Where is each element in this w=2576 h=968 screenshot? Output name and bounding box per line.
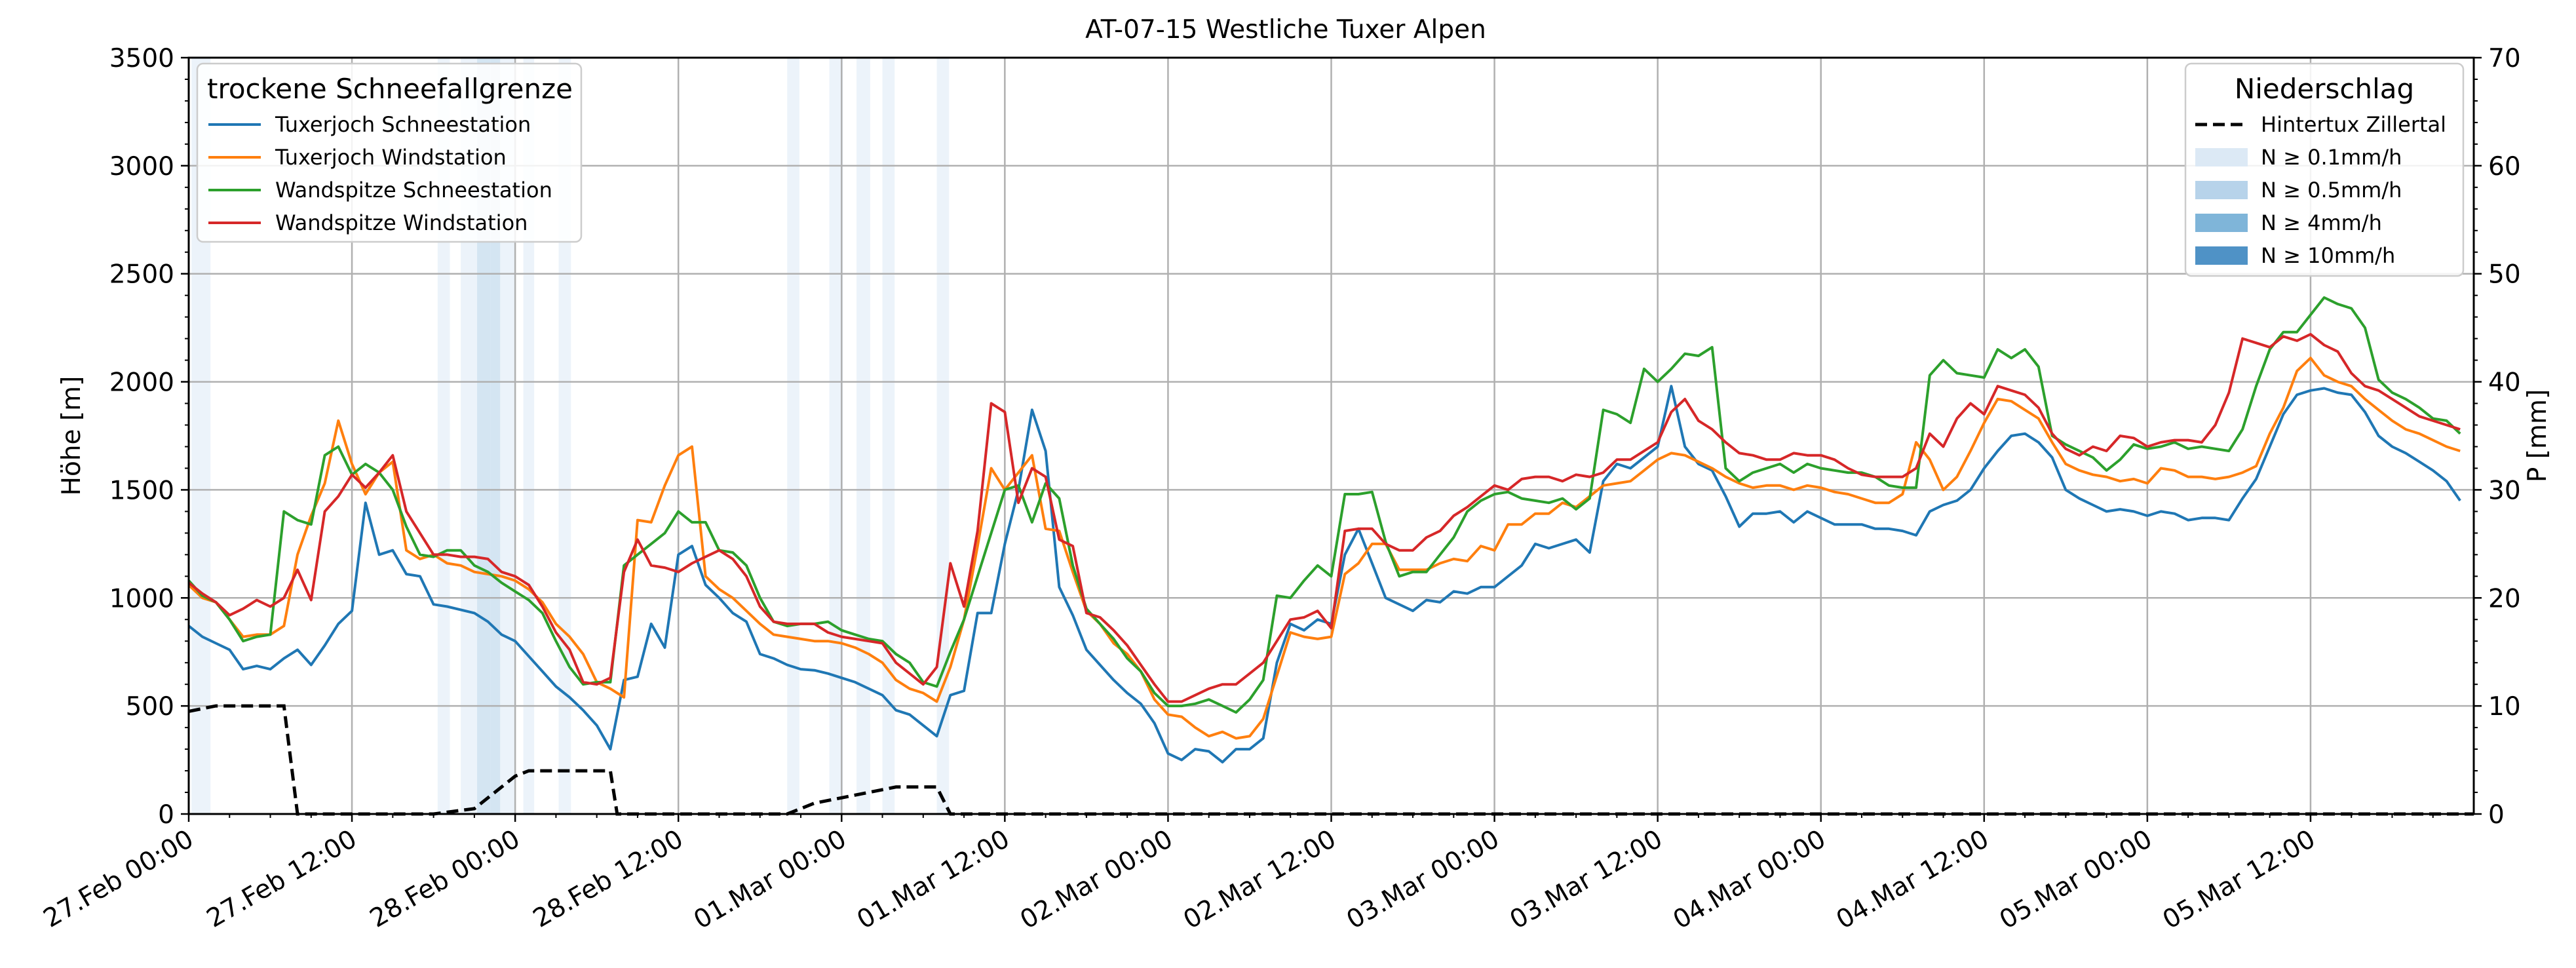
- y-axis-label-left: Höhe [m]: [57, 376, 87, 496]
- series-line-2: [187, 357, 2461, 740]
- legend-snow-label: Tuxerjoch Windstation: [275, 145, 507, 170]
- legend-precipitation: Niederschlag Hintertux Zillertal N ≥ 0.1m…: [2184, 62, 2465, 277]
- y-tick-label: 1500: [109, 476, 174, 505]
- y-right-tick-label: 60: [2488, 152, 2521, 182]
- series-line-1: [187, 385, 2461, 764]
- y-tick-label: 0: [158, 800, 174, 830]
- precip-band: [787, 58, 799, 814]
- legend-snow-label: Tuxerjoch Schneestation: [275, 112, 531, 137]
- legend-precip-swatch: [2195, 148, 2248, 166]
- legend-precip-label: N ≥ 4mm/h: [2261, 210, 2382, 235]
- legend-snowfall: trockene Schneefallgrenze Tuxerjoch Schn…: [196, 62, 583, 243]
- y-right-tick-label: 10: [2488, 692, 2521, 722]
- legend-precip-swatch: [2195, 181, 2248, 199]
- y-tick-label: 3000: [109, 152, 174, 182]
- y-tick-label: 1000: [109, 584, 174, 613]
- y-tick-label: 500: [126, 692, 174, 722]
- y-right-tick-label: 0: [2488, 800, 2505, 830]
- y-right-tick-label: 40: [2488, 368, 2521, 398]
- legend-snow-label: Wandspitze Windstation: [275, 210, 528, 235]
- y-tick-label: 2500: [109, 260, 174, 290]
- legend-precip-frame: [2184, 62, 2465, 277]
- y-axis-label-right: P [mm]: [2523, 389, 2552, 482]
- precip-band: [936, 58, 950, 814]
- legend-snow-label: Wandspitze Schneestation: [275, 178, 552, 203]
- series-line-4: [187, 333, 2461, 703]
- precip-band: [882, 58, 895, 814]
- legend-precip-label: N ≥ 0.1mm/h: [2261, 145, 2402, 170]
- precip-band: [437, 58, 450, 814]
- precip-band: [558, 58, 571, 814]
- y-right-tick-label: 20: [2488, 584, 2521, 613]
- series-line-3: [187, 296, 2461, 714]
- legend-precip-label: N ≥ 0.5mm/h: [2261, 178, 2402, 203]
- precip-band: [523, 58, 535, 814]
- y-right-tick-label: 50: [2488, 260, 2521, 290]
- legend-precip-label: Hintertux Zillertal: [2261, 112, 2446, 137]
- y-tick-label: 2000: [109, 368, 174, 398]
- y-right-tick-label: 70: [2488, 44, 2521, 73]
- precip-band: [856, 58, 870, 814]
- y-tick-label: 3500: [109, 44, 174, 73]
- legend-snowfall-frame: [196, 62, 583, 243]
- legend-precip-label: N ≥ 10mm/h: [2261, 243, 2395, 268]
- right-axis-ticks: 0 10 20 30 40 50 60 70: [2474, 44, 2521, 830]
- legend-snowfall-title: trockene Schneefallgrenze: [207, 73, 573, 105]
- legend-precip-swatch: [2195, 214, 2248, 232]
- snowfall-series-lines: [187, 296, 2461, 764]
- legend-precip-swatch: [2195, 246, 2248, 265]
- precip-band: [500, 58, 516, 814]
- legend-precip-title: Niederschlag: [2235, 73, 2414, 105]
- left-axis-ticks: 0 500 1000 1500 2000 2500 3000 3500: [109, 44, 189, 830]
- precip-band: [477, 58, 491, 814]
- y-right-tick-label: 30: [2488, 476, 2521, 505]
- chart-title: AT-07-15 Westliche Tuxer Alpen: [1085, 15, 1486, 45]
